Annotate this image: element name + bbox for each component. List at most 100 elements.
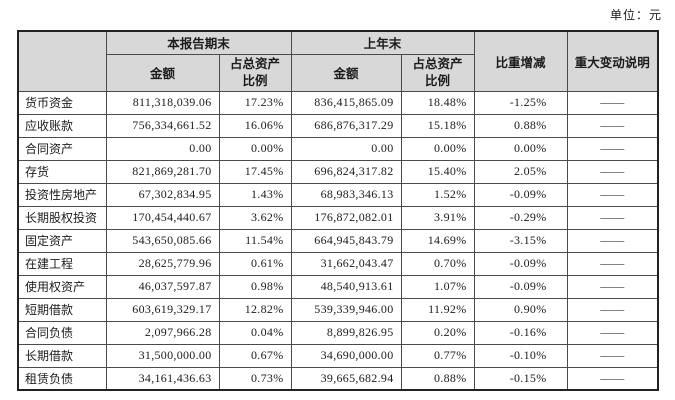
prior-pct: 14.69% xyxy=(400,228,475,253)
row-label: 投资性房地产 xyxy=(17,182,107,207)
current-amount: 2,097,966.28 xyxy=(105,320,220,345)
current-pct: 17.45% xyxy=(218,159,292,184)
table-row: 短期借款 603,619,329.17 12.82% 539,339,946.0… xyxy=(17,297,659,322)
change-note: —— xyxy=(566,366,659,391)
header-prior-amount: 金额 xyxy=(290,53,402,92)
prior-pct: 3.91% xyxy=(400,205,475,230)
current-amount: 0.00 xyxy=(105,136,220,161)
table-row: 存货 821,869,281.70 17.45% 696,824,317.82 … xyxy=(17,159,659,184)
change-pct: 0.90% xyxy=(473,297,568,322)
prior-pct: 0.20% xyxy=(400,320,475,345)
current-pct: 0.61% xyxy=(218,251,292,276)
change-note: —— xyxy=(566,320,659,345)
current-amount: 170,454,440.67 xyxy=(105,205,220,230)
table-row: 合同资产 0.00 0.00% 0.00 0.00% 0.00% —— xyxy=(17,136,659,161)
current-pct: 11.54% xyxy=(218,228,292,253)
row-label: 合同资产 xyxy=(17,136,107,161)
prior-amount: 0.00 xyxy=(290,136,402,161)
current-amount: 34,161,436.63 xyxy=(105,366,220,391)
row-label: 租赁负债 xyxy=(17,366,107,391)
row-label: 长期借款 xyxy=(17,343,107,368)
prior-amount: 8,899,826.95 xyxy=(290,320,402,345)
change-note: —— xyxy=(566,205,659,230)
current-pct: 3.62% xyxy=(218,205,292,230)
prior-pct: 1.07% xyxy=(400,274,475,299)
table-row: 租赁负债 34,161,436.63 0.73% 39,665,682.94 0… xyxy=(17,366,659,391)
prior-amount: 48,540,913.61 xyxy=(290,274,402,299)
change-note: —— xyxy=(566,297,659,322)
asset-composition-table: 本报告期末 上年末 比重增减 重大变动说明 金额 占总资产比例 金额 占总资产比… xyxy=(17,30,659,391)
prior-amount: 664,945,843.79 xyxy=(290,228,402,253)
current-pct: 0.67% xyxy=(218,343,292,368)
current-pct: 17.23% xyxy=(218,90,292,115)
header-change: 比重增减 xyxy=(473,30,568,92)
row-label: 应收账款 xyxy=(17,113,107,138)
table-row: 合同负债 2,097,966.28 0.04% 8,899,826.95 0.2… xyxy=(17,320,659,345)
current-amount: 28,625,779.96 xyxy=(105,251,220,276)
header-current-pct: 占总资产比例 xyxy=(218,53,292,92)
change-pct: -0.10% xyxy=(473,343,568,368)
header-current-period: 本报告期末 xyxy=(105,30,292,55)
current-pct: 1.43% xyxy=(218,182,292,207)
table-row: 投资性房地产 67,302,834.95 1.43% 68,983,346.13… xyxy=(17,182,659,207)
current-amount: 46,037,597.87 xyxy=(105,274,220,299)
change-note: —— xyxy=(566,251,659,276)
change-note: —— xyxy=(566,90,659,115)
unit-label: 单位：元 xyxy=(609,8,662,22)
prior-amount: 686,876,317.29 xyxy=(290,113,402,138)
header-prior-pct: 占总资产比例 xyxy=(400,53,475,92)
change-pct: -0.29% xyxy=(473,205,568,230)
current-pct: 0.73% xyxy=(218,366,292,391)
table-body: 货币资金 811,318,039.06 17.23% 836,415,865.0… xyxy=(17,90,659,391)
prior-amount: 836,415,865.09 xyxy=(290,90,402,115)
prior-pct: 0.00% xyxy=(400,136,475,161)
row-label: 固定资产 xyxy=(17,228,107,253)
header-prior-period: 上年末 xyxy=(290,30,475,55)
table-row: 长期股权投资 170,454,440.67 3.62% 176,872,082.… xyxy=(17,205,659,230)
change-note: —— xyxy=(566,228,659,253)
row-label: 使用权资产 xyxy=(17,274,107,299)
row-label: 合同负债 xyxy=(17,320,107,345)
change-note: —— xyxy=(566,113,659,138)
row-label: 长期股权投资 xyxy=(17,205,107,230)
row-label: 货币资金 xyxy=(17,90,107,115)
change-pct: 0.88% xyxy=(473,113,568,138)
prior-pct: 18.48% xyxy=(400,90,475,115)
current-pct: 0.00% xyxy=(218,136,292,161)
current-amount: 603,619,329.17 xyxy=(105,297,220,322)
table-row: 长期借款 31,500,000.00 0.67% 34,690,000.00 0… xyxy=(17,343,659,368)
row-label: 存货 xyxy=(17,159,107,184)
prior-amount: 539,339,946.00 xyxy=(290,297,402,322)
current-amount: 811,318,039.06 xyxy=(105,90,220,115)
current-pct: 12.82% xyxy=(218,297,292,322)
change-pct: -0.16% xyxy=(473,320,568,345)
table-row: 使用权资产 46,037,597.87 0.98% 48,540,913.61 … xyxy=(17,274,659,299)
current-pct: 0.04% xyxy=(218,320,292,345)
current-amount: 31,500,000.00 xyxy=(105,343,220,368)
prior-amount: 176,872,082.01 xyxy=(290,205,402,230)
table-row: 应收账款 756,334,661.52 16.06% 686,876,317.2… xyxy=(17,113,659,138)
prior-amount: 31,662,043.47 xyxy=(290,251,402,276)
current-pct: 0.98% xyxy=(218,274,292,299)
change-pct: 0.00% xyxy=(473,136,568,161)
prior-amount: 34,690,000.00 xyxy=(290,343,402,368)
prior-pct: 15.40% xyxy=(400,159,475,184)
header-note: 重大变动说明 xyxy=(566,30,659,92)
prior-amount: 696,824,317.82 xyxy=(290,159,402,184)
prior-amount: 39,665,682.94 xyxy=(290,366,402,391)
row-label: 在建工程 xyxy=(17,251,107,276)
change-note: —— xyxy=(566,182,659,207)
current-pct: 16.06% xyxy=(218,113,292,138)
prior-pct: 1.52% xyxy=(400,182,475,207)
table-row: 货币资金 811,318,039.06 17.23% 836,415,865.0… xyxy=(17,90,659,115)
prior-pct: 0.77% xyxy=(400,343,475,368)
prior-pct: 11.92% xyxy=(400,297,475,322)
prior-pct: 0.88% xyxy=(400,366,475,391)
change-pct: 2.05% xyxy=(473,159,568,184)
change-note: —— xyxy=(566,343,659,368)
change-pct: -1.25% xyxy=(473,90,568,115)
table-row: 在建工程 28,625,779.96 0.61% 31,662,043.47 0… xyxy=(17,251,659,276)
change-note: —— xyxy=(566,159,659,184)
prior-amount: 68,983,346.13 xyxy=(290,182,402,207)
table-header: 本报告期末 上年末 比重增减 重大变动说明 金额 占总资产比例 金额 占总资产比… xyxy=(17,30,659,92)
